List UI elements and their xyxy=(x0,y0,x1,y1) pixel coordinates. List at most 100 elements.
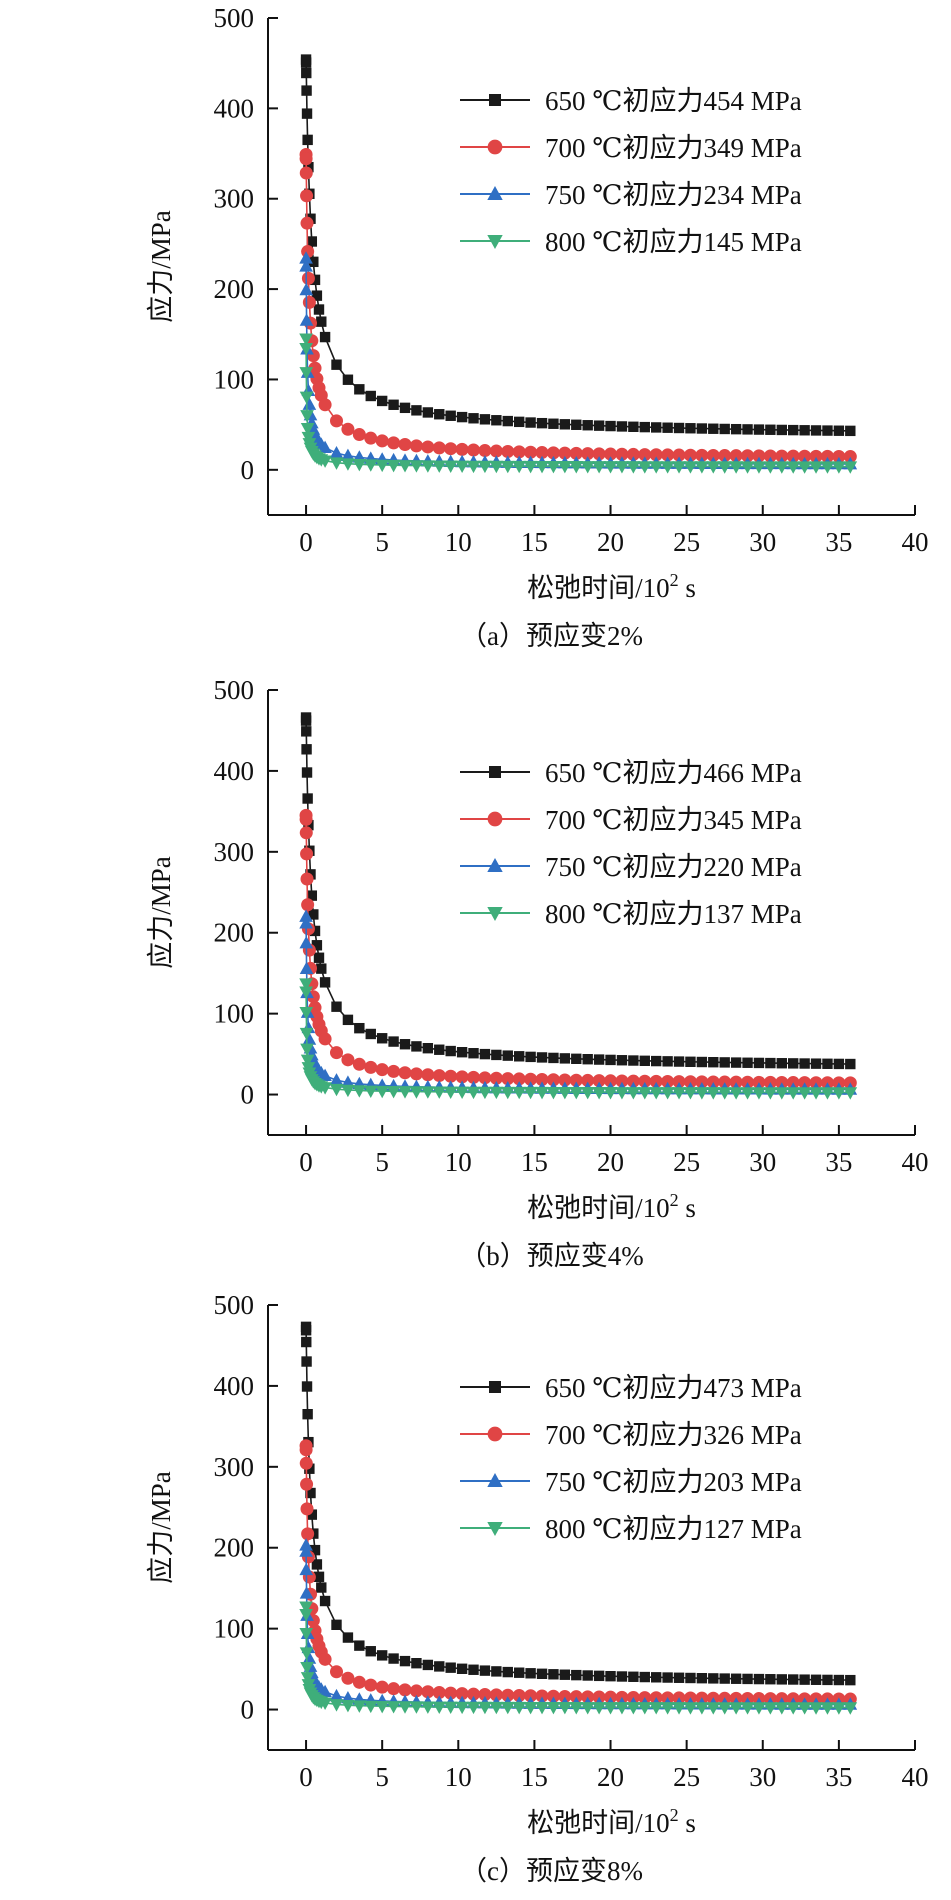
data-point xyxy=(432,1069,446,1083)
data-point xyxy=(387,1682,401,1696)
data-point xyxy=(672,461,686,474)
data-point xyxy=(491,1666,502,1677)
data-point xyxy=(673,1672,685,1683)
data-point xyxy=(299,391,314,405)
data-point xyxy=(683,1702,698,1715)
data-point xyxy=(316,1582,327,1593)
data-point xyxy=(536,417,548,429)
data-point xyxy=(434,409,445,420)
data-point xyxy=(523,460,538,474)
data-point xyxy=(301,767,313,778)
data-point xyxy=(299,152,313,166)
data-point xyxy=(455,1086,469,1100)
data-point xyxy=(513,1667,525,1678)
data-point xyxy=(432,1701,447,1714)
y-tick-label: 200 xyxy=(214,1533,255,1563)
y-tick-label: 100 xyxy=(214,1614,255,1644)
data-point xyxy=(329,1083,344,1097)
data-point xyxy=(742,1673,753,1685)
legend-marker xyxy=(489,94,501,106)
data-point xyxy=(300,1043,314,1057)
data-point xyxy=(329,414,344,428)
data-point xyxy=(719,1057,730,1068)
legend-entry: 750 ℃初应力203 MPa xyxy=(460,1467,802,1497)
data-point xyxy=(513,416,525,428)
data-point xyxy=(365,390,376,402)
data-point xyxy=(706,1702,721,1715)
y-tick-label: 200 xyxy=(214,274,255,304)
x-tick-label: 10 xyxy=(445,1762,472,1792)
data-point xyxy=(810,1674,822,1685)
data-point xyxy=(809,461,823,474)
data-point xyxy=(313,1571,325,1583)
data-point xyxy=(820,461,835,474)
data-point xyxy=(513,1051,525,1062)
legend-label: 750 ℃初应力220 MPa xyxy=(545,852,802,882)
data-point xyxy=(706,461,721,474)
data-point xyxy=(776,1058,787,1069)
data-point xyxy=(558,446,572,460)
data-point xyxy=(626,1087,641,1100)
data-point xyxy=(301,1356,312,1367)
data-point xyxy=(717,1087,732,1100)
y-tick-label: 0 xyxy=(241,1080,255,1110)
data-point xyxy=(302,1032,317,1045)
data-point xyxy=(616,1055,628,1066)
y-tick-label: 100 xyxy=(214,999,255,1029)
legend-entry: 650 ℃初应力473 MPa xyxy=(460,1373,802,1403)
legend-entry: 800 ℃初应力145 MPa xyxy=(460,227,802,257)
data-point xyxy=(341,448,355,462)
data-point xyxy=(411,1657,422,1669)
data-point xyxy=(740,1087,755,1100)
data-point xyxy=(331,1619,342,1631)
x-tick-label: 15 xyxy=(521,527,548,557)
legend-label: 650 ℃初应力454 MPa xyxy=(545,86,802,116)
data-point xyxy=(788,1058,799,1069)
x-axis-title: 松弛时间/102 s xyxy=(527,1190,696,1223)
data-point xyxy=(364,1060,378,1074)
data-point xyxy=(660,1087,675,1100)
legend-entry: 800 ℃初应力127 MPa xyxy=(460,1514,802,1544)
data-point xyxy=(582,1054,593,1065)
legend-marker xyxy=(489,1381,501,1393)
x-tick-label: 20 xyxy=(597,527,624,557)
data-point xyxy=(299,826,313,840)
data-point xyxy=(660,461,675,474)
data-point xyxy=(342,1014,354,1026)
data-point xyxy=(695,1075,709,1089)
data-point xyxy=(788,1674,799,1685)
data-point xyxy=(776,1674,787,1685)
data-point xyxy=(810,1058,822,1069)
data-point xyxy=(535,1086,549,1100)
data-point xyxy=(753,1057,765,1069)
data-point xyxy=(820,1087,835,1100)
data-point xyxy=(809,1087,823,1100)
legend-marker xyxy=(487,185,503,200)
data-point xyxy=(639,1671,650,1683)
data-point xyxy=(443,1086,458,1099)
data-point xyxy=(649,448,663,462)
data-point xyxy=(637,1702,652,1715)
data-point xyxy=(432,1685,446,1699)
data-point xyxy=(306,236,318,247)
data-point xyxy=(708,423,719,434)
data-point xyxy=(318,1697,332,1711)
y-axis-title: 应力/MPa xyxy=(146,210,176,323)
data-point xyxy=(455,442,469,456)
data-point xyxy=(685,423,696,434)
x-tick-label: 25 xyxy=(673,1762,700,1792)
data-point xyxy=(331,359,342,370)
data-point xyxy=(299,936,314,949)
data-point xyxy=(536,1668,548,1680)
x-axis-title: 松弛时间/102 s xyxy=(527,570,696,603)
data-point xyxy=(729,461,743,474)
data-point xyxy=(466,460,481,474)
data-point xyxy=(626,1702,641,1715)
data-point xyxy=(329,1688,344,1702)
x-tick-label: 5 xyxy=(375,1762,389,1792)
data-point xyxy=(582,420,593,431)
x-tick-label: 30 xyxy=(749,1147,776,1177)
data-point xyxy=(299,1601,313,1614)
data-point xyxy=(651,1055,662,1067)
x-tick-label: 30 xyxy=(749,527,776,557)
